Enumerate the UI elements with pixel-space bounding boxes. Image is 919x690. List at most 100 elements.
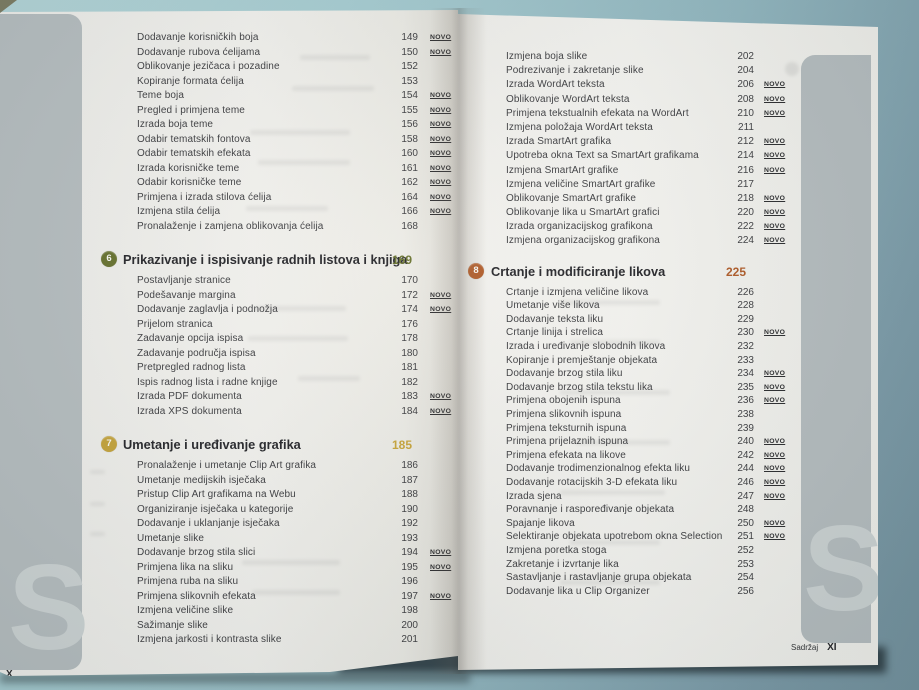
- right-page-content: Izmjena boja slike 202 Podrezivanje i zakr…: [458, 14, 878, 670]
- novo-badge: NOVO: [764, 465, 786, 473]
- toc-entry: Pregled i primjena teme 155 NOVO: [0, 104, 458, 119]
- entry-page-number: 176: [401, 318, 418, 330]
- toc-block: 8 Crtanje i modificiranje likova 225 Crtanj…: [458, 261, 878, 599]
- toc-entry: Izmjena veličine SmartArt grafike 217: [458, 178, 878, 192]
- entry-page-number: 197: [401, 590, 418, 602]
- right-page-number: XI: [827, 642, 837, 653]
- toc-entry: Zadavanje opcija ispisa 178: [0, 332, 458, 347]
- entry-page-number: 174: [401, 304, 418, 315]
- novo-badge: NOVO: [764, 81, 786, 89]
- toc-entry: Izmjena stila ćelija 166 NOVO: [0, 205, 458, 220]
- ghost-showthrough: [90, 502, 105, 506]
- tab-letter-s: S: [8, 539, 88, 675]
- section-title: Prikazivanje i ispisivanje radnih listov…: [123, 252, 408, 267]
- toc-entry: Izrada i uređivanje slobodnih likova 232: [458, 340, 878, 354]
- entry-page-number: 216: [737, 164, 754, 176]
- ghost-showthrough: [248, 336, 348, 341]
- entry-title: Postavljanje stranice: [137, 275, 231, 286]
- entry-title: Dodavanje rotacijskih 3-D efekata liku: [506, 476, 678, 488]
- entry-page-number: 252: [737, 544, 754, 556]
- toc-entry: Izmjena jarkosti i kontrasta slike 201: [0, 633, 458, 648]
- entry-title: Izmjena SmartArt grafike: [506, 164, 619, 176]
- novo-badge: NOVO: [764, 209, 786, 217]
- ghost-showthrough: [560, 300, 660, 305]
- entry-page-number: 239: [737, 422, 754, 434]
- entry-page-number: 211: [738, 121, 754, 133]
- entry-page-number: 248: [737, 504, 754, 516]
- entry-title: Zakretanje i izvrtanje lika: [506, 558, 619, 570]
- ghost-showthrough: [242, 560, 340, 565]
- entry-page-number: 244: [737, 463, 754, 475]
- novo-badge: NOVO: [764, 109, 786, 117]
- entry-page-number: 172: [401, 289, 418, 301]
- entry-title: Izmjena položaja WordArt teksta: [506, 121, 653, 133]
- entry-title: Dodavanje korisničkih boja: [137, 32, 259, 43]
- entry-page-number: 210: [737, 107, 754, 119]
- toc-entry: Izrada SmartArt grafika 212 NOVO: [458, 135, 878, 149]
- novo-badge: NOVO: [764, 370, 786, 378]
- novo-badge: NOVO: [430, 121, 452, 128]
- toc-entry: Primjena efekata na likove 242 NOVO: [458, 449, 878, 463]
- entry-title: Primjena obojenih ispuna: [506, 395, 621, 407]
- toc-entry: Primjena lika na sliku 195 NOVO: [0, 561, 458, 576]
- right-page-footer: Sadržaj XI: [791, 642, 837, 653]
- entry-title: Kopiranje i premještanje objekata: [506, 354, 658, 366]
- toc-entry: Izmjena položaja WordArt teksta 211: [458, 121, 878, 135]
- entry-title: Organiziranje isječaka u kategorije: [137, 503, 294, 515]
- entry-page-number: 200: [401, 619, 418, 631]
- entry-page-number: 183: [401, 391, 418, 402]
- entry-title: Kopiranje formata ćelija: [137, 75, 244, 87]
- toc-entry: Izrada korisničke teme 161 NOVO: [0, 162, 458, 177]
- entry-page-number: 256: [737, 585, 754, 597]
- novo-badge: NOVO: [764, 492, 786, 500]
- toc-entry: Izrada PDF dokumenta 183 NOVO: [0, 390, 458, 405]
- novo-badge: NOVO: [430, 135, 452, 143]
- entry-title: Izmjena poretka stoga: [506, 544, 607, 556]
- toc-entry: Prijelom stranica 176: [0, 318, 458, 333]
- novo-badge: NOVO: [430, 150, 452, 157]
- entry-page-number: 236: [737, 395, 754, 407]
- entry-page-number: 162: [401, 177, 418, 188]
- toc-entry: Odabir korisničke teme 162 NOVO: [0, 176, 458, 191]
- entry-title: Izmjena organizacijskog grafikona: [506, 235, 660, 247]
- section-heading: 8 Crtanje i modificiranje likova 225: [458, 261, 878, 283]
- entry-title: Podrezivanje i zakretanje slike: [506, 65, 644, 77]
- ghost-showthrough: [560, 490, 665, 495]
- entry-page-number: 154: [401, 90, 418, 101]
- entry-page-number: 220: [737, 207, 754, 219]
- entry-page-number: 201: [401, 634, 418, 645]
- ghost-showthrough: [252, 590, 340, 595]
- toc-entry: Primjena obojenih ispuna 236 NOVO: [458, 394, 878, 408]
- entry-page-number: 193: [401, 532, 418, 544]
- entry-title: Sažimanje slike: [137, 619, 208, 631]
- entry-page-number: 204: [737, 65, 754, 77]
- toc-entry: Primjena slikovnih efekata 197 NOVO: [0, 590, 458, 605]
- novo-badge: NOVO: [430, 306, 452, 313]
- novo-badge: NOVO: [430, 164, 452, 172]
- novo-badge: NOVO: [764, 478, 786, 486]
- entry-title: Oblikovanje lika u SmartArt grafici: [506, 207, 660, 219]
- toc-entry: Pronalaženje i zamjena oblikovanja ćelij…: [0, 220, 458, 235]
- entry-title: Dodavanje rubova ćelijama: [137, 46, 261, 58]
- entry-page-number: 228: [737, 300, 754, 312]
- section-heading: 7 Umetanje i uređivanje grafika 185: [0, 434, 458, 456]
- entry-title: Zadavanje opcija ispisa: [137, 333, 244, 344]
- entry-title: Izmjena jarkosti i kontrasta slike: [137, 634, 282, 645]
- novo-badge: NOVO: [430, 193, 452, 201]
- toc-block: Dodavanje korisničkih boja 149 NOVO Dodavan…: [0, 10, 458, 234]
- toc-entry: Zakretanje i izvrtanje lika 253: [458, 558, 878, 572]
- entry-title: Izrada i uređivanje slobodnih likova: [506, 341, 666, 352]
- ghost-showthrough: [90, 470, 105, 474]
- entry-page-number: 161: [401, 162, 418, 174]
- novo-badge: NOVO: [764, 329, 786, 337]
- toc-entry: Izmjena organizacijskog grafikona 224 NOVO: [458, 234, 878, 248]
- section-title: Crtanje i modificiranje likova: [491, 263, 666, 279]
- toc-entry: Primjena i izrada stilova ćelija 164 NOVO: [0, 191, 458, 206]
- entry-title: Primjena teksturnih ispuna: [506, 422, 627, 434]
- toc-entry: Oblikovanje lika u SmartArt grafici 220 NO…: [458, 206, 878, 220]
- entry-title: Pronalaženje i umetanje Clip Art grafika: [137, 460, 317, 471]
- toc-entry: Izmjena veličine slike 198: [0, 604, 458, 619]
- novo-badge: NOVO: [764, 194, 786, 202]
- novo-badge: NOVO: [764, 438, 786, 446]
